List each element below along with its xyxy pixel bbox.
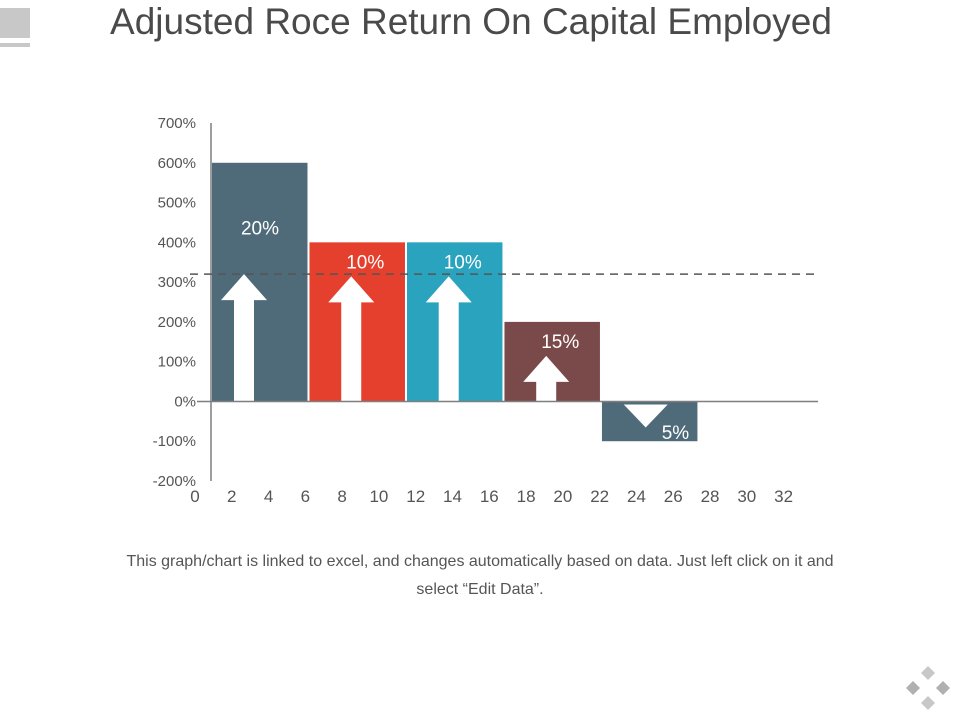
data-label-2: 10% bbox=[346, 252, 384, 273]
x-tick-label: 12 bbox=[406, 487, 425, 506]
corner-block bbox=[0, 8, 30, 38]
x-tick-label: 0 bbox=[190, 487, 199, 506]
up-arrow-2 bbox=[328, 276, 375, 402]
logo-icon bbox=[906, 666, 950, 710]
x-tick-label: 2 bbox=[227, 487, 236, 506]
y-tick-label: -200% bbox=[153, 473, 196, 490]
up-arrow-4 bbox=[523, 355, 570, 402]
corner-stripe bbox=[0, 43, 30, 47]
x-tick-label: 10 bbox=[369, 487, 388, 506]
y-tick-label: -100% bbox=[153, 433, 196, 450]
y-tick-label: 700% bbox=[158, 115, 196, 132]
data-label-4: 15% bbox=[541, 332, 579, 353]
y-tick-label: 400% bbox=[158, 234, 196, 251]
down-arrow-5 bbox=[623, 404, 668, 428]
x-tick-label: 26 bbox=[664, 487, 683, 506]
x-tick-label: 30 bbox=[737, 487, 756, 506]
x-tick-label: 8 bbox=[337, 487, 346, 506]
roce-chart[interactable]: 20%10% 10%15%5%700%600%500%400%300%200%10… bbox=[0, 0, 960, 540]
x-tick-label: 4 bbox=[264, 487, 273, 506]
y-tick-label: 500% bbox=[158, 195, 196, 212]
y-tick-label: 0% bbox=[174, 393, 196, 410]
bar-1 bbox=[212, 162, 308, 402]
up-arrow-3 bbox=[425, 276, 472, 402]
page-title: Adjusted Roce Return On Capital Employed bbox=[110, 1, 832, 42]
data-label-5: 5% bbox=[662, 423, 690, 444]
x-tick-label: 16 bbox=[480, 487, 499, 506]
x-tick-label: 22 bbox=[590, 487, 609, 506]
up-arrow-1 bbox=[221, 274, 267, 402]
y-tick-label: 300% bbox=[158, 274, 196, 291]
x-tick-label: 14 bbox=[443, 487, 462, 506]
x-tick-label: 20 bbox=[553, 487, 572, 506]
x-tick-label: 18 bbox=[517, 487, 536, 506]
corner-decoration bbox=[0, 8, 30, 47]
data-label-1: 20% bbox=[241, 218, 279, 239]
y-tick-label: 200% bbox=[158, 314, 196, 331]
y-tick-label: 600% bbox=[158, 155, 196, 172]
x-tick-label: 32 bbox=[774, 487, 793, 506]
x-tick-label: 28 bbox=[701, 487, 720, 506]
x-tick-label: 24 bbox=[627, 487, 646, 506]
y-tick-label: 100% bbox=[158, 354, 196, 371]
footnote: This graph/chart is linked to excel, and… bbox=[126, 553, 834, 598]
x-tick-label: 6 bbox=[301, 487, 310, 506]
data-label-3: 10% bbox=[444, 252, 482, 273]
